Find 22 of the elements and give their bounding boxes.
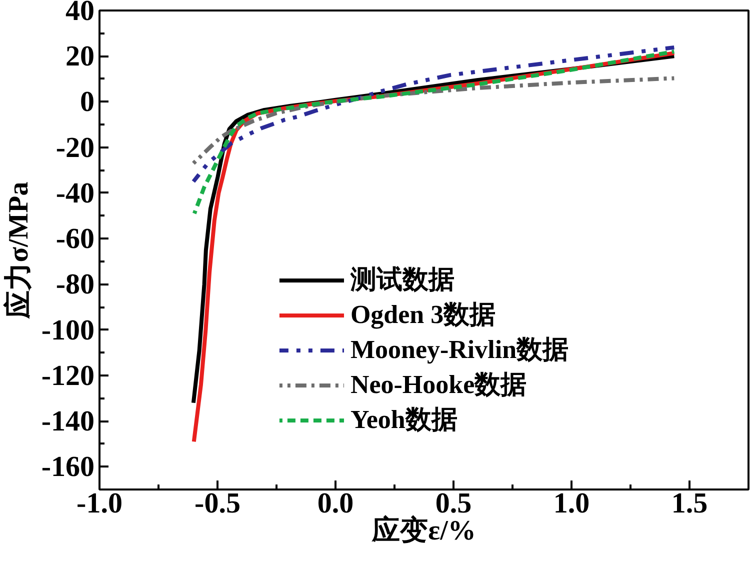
x-tick-label: 1.5 xyxy=(671,488,708,520)
y-tick-label: -80 xyxy=(56,268,95,301)
legend-label: Yeoh数据 xyxy=(350,404,458,436)
y-tick-label: -60 xyxy=(56,223,95,256)
legend-label: 测试数据 xyxy=(350,264,454,296)
y-axis-title: 应力σ/MPa xyxy=(2,182,34,320)
legend-label: Mooney-Rivlin数据 xyxy=(350,334,569,366)
x-tick-label: 0.0 xyxy=(317,488,354,520)
legend-label: Ogden 3数据 xyxy=(350,299,496,331)
y-tick-label: -40 xyxy=(56,177,95,210)
y-tick-label: -160 xyxy=(41,451,95,484)
legend-label: Neo-Hooke数据 xyxy=(350,369,527,401)
y-tick-label: -140 xyxy=(41,406,95,438)
y-tick-label: -20 xyxy=(56,132,95,164)
y-tick-label: -100 xyxy=(41,314,95,346)
x-tick-label: -1.0 xyxy=(76,488,122,520)
x-tick-label: 1.0 xyxy=(553,488,590,520)
y-tick-label: -120 xyxy=(41,360,95,392)
y-tick-label: 20 xyxy=(66,40,94,73)
y-tick-label: 0 xyxy=(80,86,94,118)
y-tick-label: 40 xyxy=(66,0,94,27)
x-tick-label: -0.5 xyxy=(194,488,240,520)
